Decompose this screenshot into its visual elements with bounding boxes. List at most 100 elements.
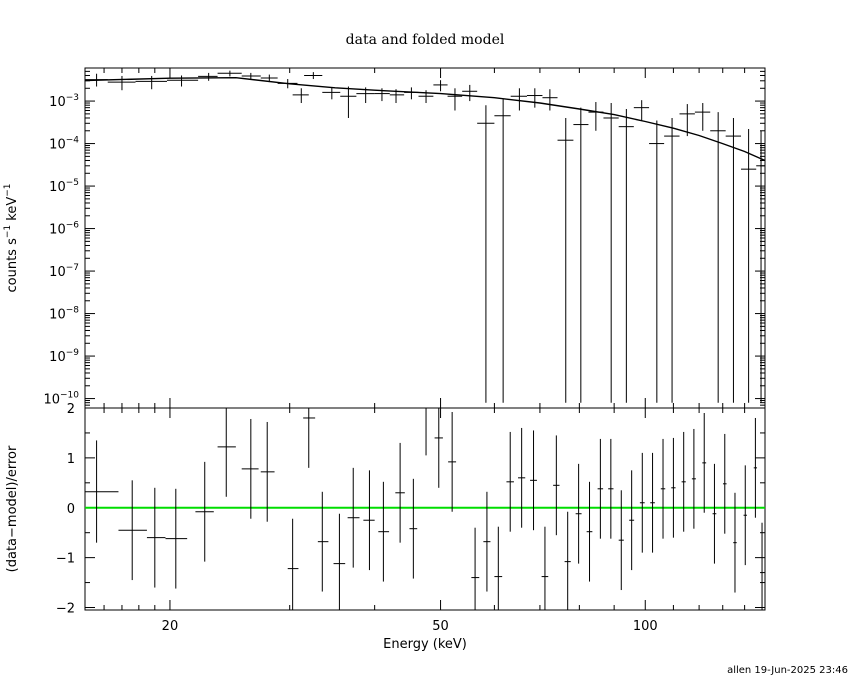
residual-point (409, 478, 418, 579)
data-point (260, 74, 278, 83)
residual-point (217, 408, 236, 497)
residual-point (395, 442, 405, 543)
data-point (664, 117, 680, 403)
top-ytick-label: 10−5 (49, 178, 79, 195)
bottom-ytick-label: −2 (56, 602, 75, 617)
data-point (241, 72, 261, 80)
residual-point (671, 437, 676, 538)
top-ytick-label: 10−3 (49, 93, 79, 110)
bottom-ylabel: (data−model)/error (5, 445, 20, 572)
data-point (741, 129, 757, 403)
data-point (756, 130, 765, 403)
residual-point (564, 511, 571, 610)
residual-point (494, 526, 503, 610)
data-point (322, 87, 341, 100)
residual-point (733, 492, 737, 593)
residual-point (553, 435, 560, 536)
data-point (304, 72, 323, 80)
residual-point (518, 427, 526, 528)
residual-point (421, 407, 431, 456)
residual-point (650, 452, 655, 553)
bottom-ytick-label: 0 (67, 502, 75, 517)
data-point (526, 88, 543, 108)
residual-point (260, 421, 275, 522)
folded-model-line (84, 76, 766, 162)
residual-point (146, 487, 166, 588)
top-ytick-label: 10−8 (49, 306, 79, 323)
data-point (107, 75, 136, 91)
data-point (198, 72, 218, 81)
data-point (404, 87, 419, 100)
data-point (389, 89, 405, 104)
residual-point (347, 467, 360, 568)
residual-point (530, 430, 537, 531)
residual-point (506, 431, 514, 532)
data-point (542, 89, 558, 111)
residual-point (743, 465, 747, 566)
residual-point (639, 452, 645, 553)
data-point (510, 88, 527, 111)
residual-point (317, 491, 329, 592)
data-point (292, 88, 309, 104)
data-point (573, 107, 589, 403)
residual-point (597, 438, 604, 539)
data-point (710, 112, 726, 403)
footer-stamp: allen 19-Jun-2025 23:46 (727, 665, 848, 676)
chart-title: data and folded model (346, 32, 505, 48)
top-ylabel-exp1: −1 (3, 225, 13, 238)
residual-point (471, 527, 480, 610)
data-point (694, 103, 711, 131)
top-ylabel-main: counts s (5, 238, 20, 293)
residual-point (691, 428, 696, 529)
data-point (494, 99, 511, 403)
data-point (633, 100, 650, 121)
residual-point (575, 463, 582, 564)
bottom-ytick-label: 1 (67, 452, 75, 467)
data-point (340, 86, 357, 118)
residual-point (363, 470, 375, 571)
top-ytick-label: 10−6 (49, 221, 79, 238)
data-point (374, 88, 390, 102)
residual-point (660, 438, 666, 539)
x-tick-label: 20 (162, 619, 179, 634)
top-ylabel-exp2: −1 (3, 183, 13, 196)
data-point (85, 73, 108, 87)
residual-point (195, 461, 214, 562)
residual-point (483, 491, 491, 592)
residual-point (303, 408, 316, 468)
residual-point (681, 431, 686, 532)
data-point (356, 87, 375, 104)
residual-point (118, 480, 147, 581)
residual-point (541, 526, 549, 610)
top-frame (84, 67, 766, 409)
top-ytick-label: 10−9 (49, 348, 79, 365)
residual-point (434, 408, 443, 488)
data-point (418, 90, 434, 104)
data-point (447, 88, 463, 111)
data-point (603, 103, 619, 403)
residual-point (760, 522, 765, 610)
x-tick-label: 100 (633, 619, 658, 634)
x-axis-label: Energy (keV) (383, 637, 467, 652)
bottom-panel: 2 1 0 −1 −2 20 50 100 (data−model)/error Energ… (5, 402, 766, 652)
data-point (462, 84, 478, 102)
data-point (679, 104, 695, 137)
data-point (618, 109, 634, 403)
data-point (477, 105, 495, 403)
residual-point (608, 438, 614, 539)
top-ylabel-mid: keV (5, 197, 20, 225)
top-ylabel: counts s−1 keV−1 (3, 183, 20, 292)
residual-point (165, 488, 188, 589)
data-point (557, 117, 574, 403)
data-point (166, 75, 199, 87)
residual-point (241, 418, 259, 519)
residual-point (287, 518, 299, 610)
data-point (588, 102, 604, 131)
residual-point (702, 412, 707, 513)
residual-point (333, 513, 346, 610)
data-point (725, 117, 742, 403)
residual-point (722, 433, 727, 534)
bottom-ytick-label: −1 (56, 552, 75, 567)
data-point (277, 79, 298, 89)
